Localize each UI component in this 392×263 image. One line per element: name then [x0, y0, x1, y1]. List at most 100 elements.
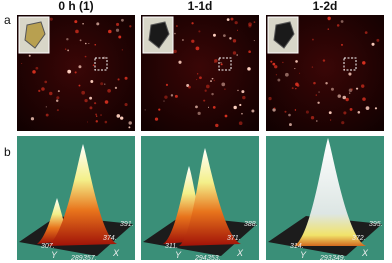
diffraction-spot: [124, 76, 128, 80]
diffraction-spot: [107, 88, 111, 93]
diffraction-spot: [104, 100, 109, 104]
diffraction-spot: [100, 82, 104, 86]
diffraction-spot: [75, 29, 79, 34]
diffraction-spot: [211, 92, 214, 96]
panel-label: b: [4, 145, 11, 159]
diffraction-spot: [55, 99, 59, 102]
axis-tick: 293.: [319, 255, 334, 262]
diffraction-spot: [336, 24, 340, 27]
diffraction-spot: [67, 69, 72, 74]
diffraction-spot: [88, 42, 90, 44]
diffraction-spot: [322, 59, 326, 62]
diffraction-spot: [175, 25, 178, 27]
diffraction-spot: [78, 65, 82, 69]
diffraction-spot: [120, 116, 124, 120]
diffraction-spot: [165, 83, 169, 86]
diffraction-spot: [357, 111, 361, 114]
diffraction-spot: [45, 113, 49, 117]
axis-tick: 307.: [41, 243, 55, 250]
diffraction-spot: [238, 121, 243, 126]
diffraction-spot: [236, 29, 239, 31]
diffraction-spot: [198, 30, 201, 33]
diffraction-spot: [170, 94, 174, 97]
diffraction-spot: [288, 113, 291, 117]
diffraction-spot: [92, 64, 95, 67]
diffraction-spot: [229, 37, 232, 40]
diffraction-spot: [239, 103, 242, 107]
diffraction-spot: [197, 111, 201, 115]
diffraction-spot: [78, 84, 81, 87]
diffraction-spot: [188, 85, 191, 89]
diffraction-spot: [121, 18, 124, 22]
diffraction-spot: [163, 100, 165, 102]
panel-title: 0 h (1): [58, 0, 93, 13]
diffraction-spot: [328, 18, 331, 21]
diffraction-spot: [118, 35, 122, 39]
diffraction-spot: [95, 120, 98, 123]
diffraction-spot: [67, 49, 70, 52]
crystal: [24, 21, 46, 49]
diffraction-spot: [195, 105, 198, 109]
surface-peak: [47, 144, 117, 246]
diffraction-spot: [241, 112, 243, 115]
diffraction-spot: [289, 123, 292, 127]
axis-name: Y: [300, 250, 307, 260]
diffraction-spot: [56, 109, 59, 112]
diffraction-spot: [272, 108, 276, 112]
crystal: [273, 21, 295, 49]
diffraction-spot: [365, 106, 370, 110]
diffraction-spot: [270, 60, 273, 63]
diffraction-spot: [223, 34, 226, 37]
diffraction-spot: [57, 90, 60, 93]
axis-tick: 388.: [244, 221, 258, 228]
diffraction-spot: [230, 17, 234, 21]
diffraction-spot: [310, 116, 315, 120]
diffraction-spot: [248, 50, 251, 54]
axis-tick: 353.: [207, 255, 221, 262]
diffraction-spot: [90, 80, 94, 83]
diffraction-spot: [84, 98, 88, 103]
diffraction-spot: [104, 120, 108, 124]
diffraction-spot: [44, 80, 48, 84]
diffraction-spot: [215, 123, 219, 128]
diffraction-spot: [237, 89, 239, 92]
diffraction-spot: [274, 65, 278, 69]
diffraction-spot: [56, 96, 60, 100]
diffraction-spot: [328, 111, 332, 115]
axis-tick: 357.: [83, 255, 97, 262]
diffraction-spot: [220, 62, 222, 64]
diffraction-spot: [213, 33, 216, 37]
diffraction-spot: [275, 74, 278, 76]
diffraction-spot: [277, 78, 281, 82]
axis-tick: 289.: [70, 255, 85, 262]
diffraction-spot: [282, 61, 284, 64]
crystal: [148, 21, 170, 49]
diffraction-spot: [32, 70, 36, 74]
diffraction-spot: [89, 96, 93, 100]
diffraction-spot: [210, 80, 212, 83]
diffraction-spot: [213, 79, 216, 82]
diffraction-spot: [64, 48, 67, 50]
diffraction-spot: [115, 28, 120, 32]
diffraction-spot: [330, 87, 334, 91]
diffraction-spot: [330, 119, 332, 121]
diffraction-spot: [173, 49, 177, 54]
axis-tick: 349.: [332, 255, 346, 262]
diffraction-spot: [311, 66, 314, 68]
diffraction-spot: [128, 126, 131, 129]
panel-title: 1-2d: [313, 0, 338, 13]
diffraction-spot: [85, 42, 87, 45]
diffraction-spot: [211, 77, 214, 80]
diffraction-spot: [79, 39, 82, 42]
diffraction-spot: [315, 94, 318, 96]
diffraction-spot: [349, 92, 351, 94]
diffraction-spot: [94, 102, 97, 105]
diffraction-spot: [212, 106, 216, 109]
axis-tick: 314.: [290, 243, 304, 250]
diffraction-spot: [236, 54, 238, 56]
diffraction-spot: [362, 97, 366, 101]
surface-peak: [294, 138, 366, 246]
diffraction-spot: [362, 61, 366, 65]
diffraction-spot: [349, 107, 353, 111]
panel-title: 1-1d: [188, 0, 213, 13]
